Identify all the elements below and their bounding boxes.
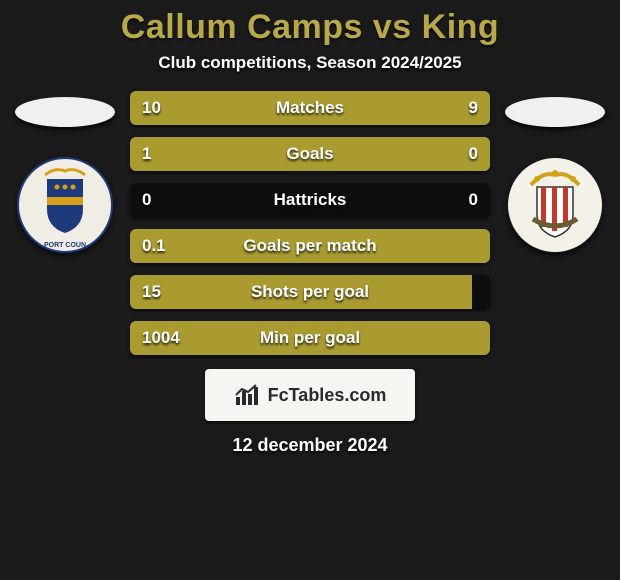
stat-row: 1 0Goals bbox=[130, 137, 490, 171]
shield-icon bbox=[507, 157, 603, 253]
shield-icon: PORT COUN bbox=[17, 157, 113, 253]
stat-row: 0.1Goals per match bbox=[130, 229, 490, 263]
stat-bars: 109Matches10Goals00Hattricks0.1Goals per… bbox=[130, 91, 490, 355]
page-title: Callum Camps vs King bbox=[0, 8, 620, 47]
left-flag bbox=[15, 97, 115, 127]
page-subtitle: Club competitions, Season 2024/2025 bbox=[0, 53, 620, 73]
stat-value-left: 15 bbox=[142, 275, 161, 309]
logo-text: FcTables.com bbox=[268, 385, 387, 406]
stat-label: Matches bbox=[130, 91, 490, 125]
comparison-row: PORT COUN 109Matches10Goals00Hattricks0.… bbox=[0, 91, 620, 355]
stat-label: Shots per goal bbox=[130, 275, 490, 309]
stat-value-right: 0 bbox=[469, 137, 478, 171]
stat-value-left: 10 bbox=[142, 91, 161, 125]
stat-label: Goals per match bbox=[130, 229, 490, 263]
stat-row: 0 0Hattricks bbox=[130, 183, 490, 217]
stat-value-right: 0 bbox=[469, 183, 478, 217]
right-crest bbox=[507, 157, 603, 253]
stat-label: Hattricks bbox=[130, 183, 490, 217]
stat-label: Goals bbox=[130, 137, 490, 171]
stat-row: 15Shots per goal bbox=[130, 275, 490, 309]
left-crest: PORT COUN bbox=[17, 157, 113, 253]
svg-text:PORT COUN: PORT COUN bbox=[44, 242, 86, 249]
bar-chart-icon bbox=[234, 383, 262, 407]
stat-value-left: 0.1 bbox=[142, 229, 166, 263]
left-side: PORT COUN bbox=[0, 91, 130, 253]
stat-value-left: 1 bbox=[142, 137, 151, 171]
stat-value-left: 0 bbox=[142, 183, 151, 217]
stat-row: 10 9Matches bbox=[130, 91, 490, 125]
stat-value-left: 1004 bbox=[142, 321, 180, 355]
date-label: 12 december 2024 bbox=[0, 435, 620, 456]
right-side bbox=[490, 91, 620, 253]
right-flag bbox=[505, 97, 605, 127]
stat-row: 1004Min per goal bbox=[130, 321, 490, 355]
stat-label: Min per goal bbox=[130, 321, 490, 355]
stat-value-right: 9 bbox=[469, 91, 478, 125]
fctables-logo: FcTables.com bbox=[205, 369, 415, 421]
